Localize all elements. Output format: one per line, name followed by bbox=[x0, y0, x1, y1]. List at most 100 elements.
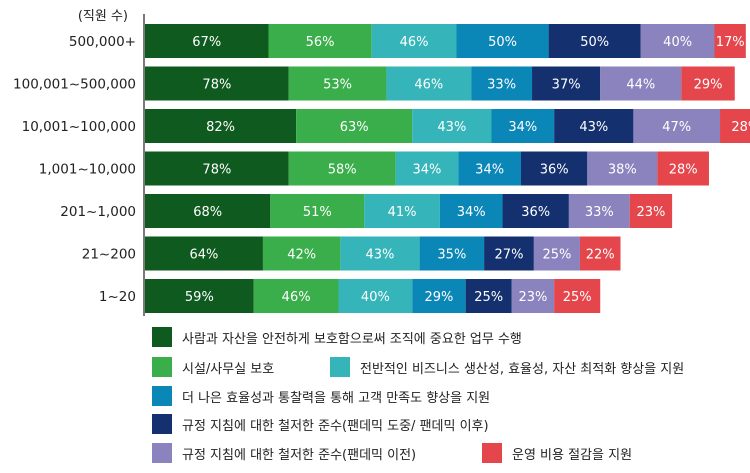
data-label: 34% bbox=[475, 163, 504, 178]
data-label: 41% bbox=[388, 205, 417, 220]
bar-segment bbox=[145, 24, 269, 58]
data-label: 42% bbox=[287, 248, 316, 263]
bar-segment bbox=[554, 279, 601, 313]
data-label: 37% bbox=[552, 78, 581, 93]
bar-segment bbox=[587, 151, 658, 186]
bar-segment bbox=[579, 236, 621, 271]
bar-segment bbox=[145, 66, 289, 101]
bar-segment bbox=[657, 151, 709, 186]
data-label: 17% bbox=[716, 35, 745, 50]
category-label: 100,001~500,000 bbox=[13, 77, 136, 93]
bar-segment bbox=[629, 194, 673, 228]
bar-segment bbox=[268, 24, 372, 58]
unit-label: (직원 수) bbox=[78, 9, 128, 24]
data-label: 64% bbox=[190, 248, 219, 263]
data-label: 53% bbox=[323, 78, 352, 93]
data-label: 29% bbox=[694, 78, 723, 93]
data-label: 38% bbox=[608, 163, 637, 178]
data-label: 50% bbox=[580, 35, 609, 50]
data-label: 68% bbox=[193, 205, 222, 220]
data-label: 40% bbox=[663, 35, 692, 50]
bar-segment bbox=[548, 24, 641, 58]
bar-segment bbox=[456, 24, 549, 58]
data-label: 29% bbox=[425, 290, 454, 305]
category-label: 10,001~100,000 bbox=[22, 119, 136, 135]
data-label: 27% bbox=[495, 248, 524, 263]
bar-segment bbox=[532, 66, 601, 101]
data-label: 34% bbox=[508, 120, 537, 135]
bar-segment bbox=[395, 151, 459, 186]
data-label: 82% bbox=[206, 120, 235, 135]
bar-groups: 500,000+ 67% 56% 46% 50% 50% 40% 17% 100,001~500… bbox=[13, 24, 750, 313]
data-label: 46% bbox=[414, 78, 443, 93]
bar-segment bbox=[471, 66, 533, 101]
data-label: 43% bbox=[366, 248, 395, 263]
bar-segment bbox=[262, 236, 341, 271]
bar-segment bbox=[419, 236, 485, 271]
category-label: 201~1,000 bbox=[60, 204, 136, 220]
data-label: 43% bbox=[579, 120, 608, 135]
bar-segment bbox=[511, 279, 555, 313]
bar-segment bbox=[145, 279, 254, 313]
bar-segment bbox=[145, 151, 289, 186]
data-label: 33% bbox=[487, 78, 516, 93]
data-label: 22% bbox=[586, 248, 615, 263]
bar-segment bbox=[640, 24, 715, 58]
bar-segment bbox=[491, 109, 555, 143]
data-label: 34% bbox=[413, 163, 442, 178]
data-label: 59% bbox=[185, 290, 214, 305]
data-label: 25% bbox=[563, 290, 592, 305]
bar-segment bbox=[145, 194, 271, 228]
data-label: 51% bbox=[303, 205, 332, 220]
category-label: 1,001~10,000 bbox=[39, 162, 136, 178]
data-label: 25% bbox=[542, 248, 571, 263]
data-label: 46% bbox=[282, 290, 311, 305]
data-label: 78% bbox=[202, 78, 231, 93]
data-label: 28% bbox=[731, 120, 750, 135]
category-label: 1~20 bbox=[99, 289, 136, 305]
bar-segment bbox=[412, 279, 466, 313]
data-label: 23% bbox=[518, 290, 547, 305]
data-label: 56% bbox=[306, 35, 335, 50]
data-label: 63% bbox=[340, 120, 369, 135]
bar-segment bbox=[338, 279, 413, 313]
data-label: 58% bbox=[328, 163, 357, 178]
bar-segment bbox=[520, 151, 588, 186]
data-label: 33% bbox=[585, 205, 614, 220]
bar-segment bbox=[386, 66, 472, 101]
bar-segment bbox=[364, 194, 440, 228]
category-label: 500,000+ bbox=[69, 34, 136, 50]
bar-segment bbox=[720, 109, 750, 143]
bar-segment bbox=[681, 66, 735, 101]
data-label: 34% bbox=[457, 205, 486, 220]
bar-segment bbox=[484, 236, 534, 271]
bar-segment bbox=[270, 194, 365, 228]
bar-segment bbox=[714, 24, 746, 58]
bar-segment bbox=[253, 279, 339, 313]
bar-segment bbox=[288, 66, 387, 101]
bar-segment bbox=[296, 109, 413, 143]
bar-segment bbox=[439, 194, 503, 228]
bar-segment bbox=[340, 236, 420, 271]
bar-segment bbox=[465, 279, 512, 313]
data-label: 46% bbox=[400, 35, 429, 50]
data-label: 28% bbox=[669, 163, 698, 178]
data-label: 78% bbox=[202, 163, 231, 178]
data-label: 25% bbox=[474, 290, 503, 305]
data-label: 36% bbox=[540, 163, 569, 178]
data-label: 40% bbox=[361, 290, 390, 305]
bar-segment bbox=[568, 194, 630, 228]
bar-segment bbox=[633, 109, 721, 143]
bar-segment bbox=[371, 24, 457, 58]
bar-segment bbox=[458, 151, 521, 186]
data-label: 43% bbox=[437, 120, 466, 135]
bar-segment bbox=[554, 109, 634, 143]
data-label: 44% bbox=[626, 78, 655, 93]
data-label: 50% bbox=[488, 35, 517, 50]
bar-segment bbox=[502, 194, 569, 228]
bar-segment bbox=[412, 109, 492, 143]
data-label: 35% bbox=[437, 248, 466, 263]
category-label: 21~200 bbox=[82, 247, 136, 263]
data-label: 47% bbox=[662, 120, 691, 135]
